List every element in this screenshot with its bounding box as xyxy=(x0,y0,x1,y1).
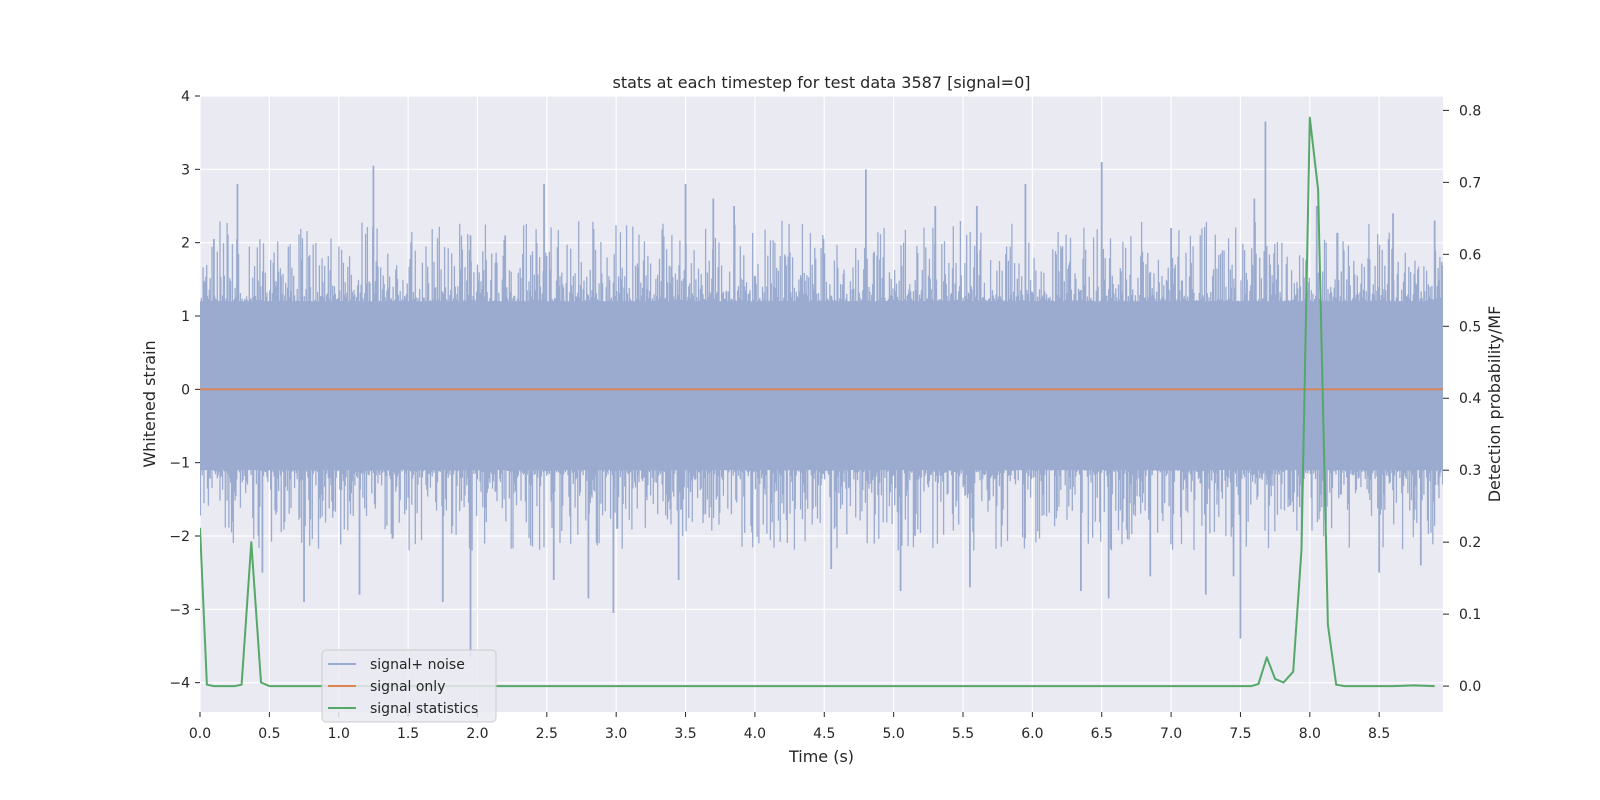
x-tick-label: 4.0 xyxy=(744,726,766,742)
x-tick-label: 5.5 xyxy=(952,726,974,742)
y-tick-label-left: −4 xyxy=(169,676,190,692)
legend-label: signal+ noise xyxy=(370,657,465,673)
y-tick-label-right: 0.5 xyxy=(1459,319,1481,335)
y-tick-label-right: 0.8 xyxy=(1459,103,1481,119)
x-tick-label: 7.0 xyxy=(1160,726,1182,742)
x-tick-label: 2.0 xyxy=(466,726,488,742)
y-tick-label-right: 0.0 xyxy=(1459,679,1481,695)
x-tick-label: 8.0 xyxy=(1299,726,1321,742)
y-ticks-right: 0.8 0.7 0.6 0.5 0.4 0.3 0.2 0.1 0.0 xyxy=(1443,103,1481,695)
y-tick-label-right: 0.1 xyxy=(1459,607,1481,623)
y-tick-label-left: −2 xyxy=(169,529,190,545)
x-tick-label: 7.5 xyxy=(1229,726,1251,742)
series-signal-statistics xyxy=(200,116,1435,688)
y-axis-label-left: Whitened strain xyxy=(140,340,159,467)
x-tick-label: 2.5 xyxy=(536,726,558,742)
y-tick-label-right: 0.7 xyxy=(1459,175,1481,191)
noise-core xyxy=(200,327,1443,445)
legend-label: signal only xyxy=(370,679,445,695)
y-tick-label-left: 1 xyxy=(181,309,190,325)
legend: signal+ noise signal only signal statistic… xyxy=(321,649,497,723)
x-tick-label: 8.5 xyxy=(1368,726,1390,742)
plot-series xyxy=(200,116,1443,688)
y-tick-label-right: 0.2 xyxy=(1459,535,1481,551)
y-tick-label-right: 0.6 xyxy=(1459,247,1481,263)
y-tick-label-right: 0.3 xyxy=(1459,463,1481,479)
legend-box xyxy=(321,649,497,723)
x-axis-label: Time (s) xyxy=(788,747,854,766)
x-tick-label: 3.0 xyxy=(605,726,627,742)
x-tick-label: 1.0 xyxy=(328,726,350,742)
x-tick-label: 1.5 xyxy=(397,726,419,742)
x-tick-label: 5.0 xyxy=(883,726,905,742)
series-signal-noise xyxy=(200,121,1443,657)
y-tick-label-left: 0 xyxy=(181,382,190,398)
x-tick-label: 0.5 xyxy=(258,726,280,742)
x-tick-label: 4.5 xyxy=(813,726,835,742)
y-ticks-left: 4 3 2 1 0 −1 −2 −3 −4 xyxy=(169,89,200,692)
y-tick-label-right: 0.4 xyxy=(1459,391,1481,407)
x-tick-label: 0.0 xyxy=(189,726,211,742)
x-ticks: 0.0 0.5 1.0 1.5 2.0 2.5 3.0 3.5 4.0 4.5 5.0 5.5 6.0 6… xyxy=(189,712,1390,742)
legend-label: signal statistics xyxy=(370,701,478,717)
x-tick-label: 6.5 xyxy=(1091,726,1113,742)
x-tick-label: 6.0 xyxy=(1021,726,1043,742)
y-tick-label-left: −1 xyxy=(169,456,190,472)
y-axis-label-right: Detection probability/MF xyxy=(1485,306,1504,503)
y-tick-label-left: 2 xyxy=(181,236,190,252)
y-tick-label-left: −3 xyxy=(169,602,190,618)
y-tick-label-left: 3 xyxy=(181,162,190,178)
x-tick-label: 3.5 xyxy=(674,726,696,742)
y-tick-label-left: 4 xyxy=(181,89,190,105)
chart-title: stats at each timestep for test data 358… xyxy=(612,73,1030,92)
